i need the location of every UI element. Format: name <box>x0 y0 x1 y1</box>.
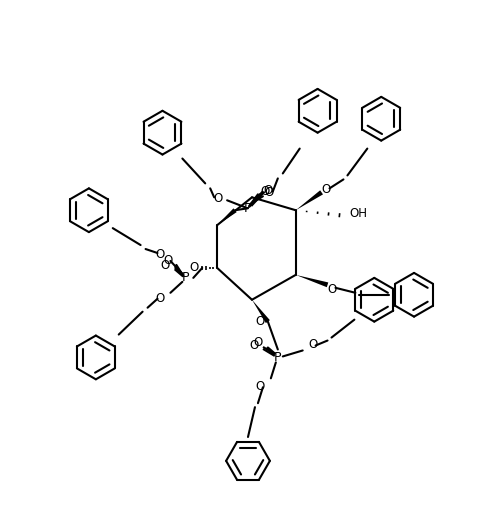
Text: O: O <box>255 315 265 328</box>
Text: O: O <box>260 185 270 198</box>
Text: P: P <box>274 351 282 364</box>
Text: O: O <box>249 339 258 352</box>
Text: O: O <box>164 255 173 267</box>
Text: O: O <box>308 338 317 351</box>
Text: O: O <box>213 192 223 205</box>
Text: P: P <box>182 271 189 284</box>
Text: O: O <box>263 184 273 197</box>
Text: O: O <box>190 262 199 274</box>
Text: O: O <box>327 283 336 296</box>
Polygon shape <box>217 208 237 225</box>
Text: O: O <box>255 380 265 393</box>
Text: O: O <box>253 336 263 349</box>
Polygon shape <box>296 190 323 210</box>
Polygon shape <box>296 275 329 287</box>
Text: O: O <box>264 186 274 199</box>
Text: O: O <box>156 292 165 305</box>
Text: O: O <box>161 260 170 272</box>
Text: O: O <box>321 183 330 196</box>
Text: OH: OH <box>349 207 368 220</box>
Text: O: O <box>156 248 165 262</box>
Polygon shape <box>252 300 270 323</box>
Text: P: P <box>244 202 252 215</box>
